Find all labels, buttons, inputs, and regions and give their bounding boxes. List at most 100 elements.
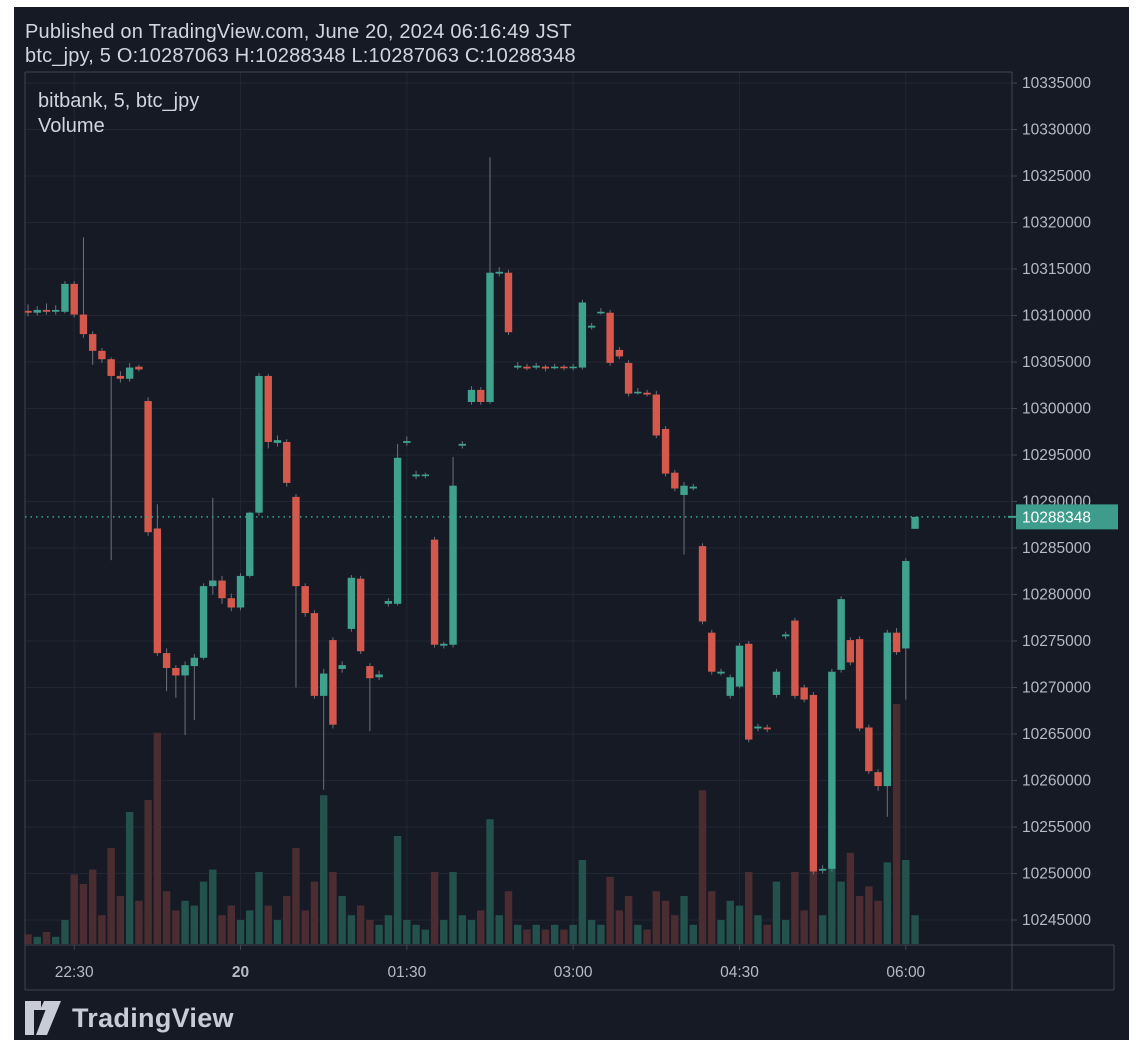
volume-bar xyxy=(255,872,263,944)
candle-body xyxy=(209,580,217,587)
candle-body xyxy=(550,366,559,369)
volume-bar xyxy=(310,881,319,944)
volume-legend[interactable]: Volume xyxy=(38,115,105,137)
chart-canvas: 10335000 10330000 10325000 10320000 10315000… xyxy=(14,7,1129,1040)
candle-body xyxy=(791,620,799,696)
price-tick-label: 10245000 xyxy=(1022,912,1091,929)
candle-body xyxy=(818,868,827,871)
candle-body xyxy=(329,640,337,725)
volume-bar xyxy=(366,920,374,944)
price-tick-label: 10275000 xyxy=(1022,633,1091,650)
current-price-label xyxy=(1016,504,1118,530)
volume-bar xyxy=(578,860,587,944)
price-tick-label: 10280000 xyxy=(1022,587,1091,604)
candle-body xyxy=(532,365,540,368)
volume-bar xyxy=(393,836,402,944)
volume-bar xyxy=(329,872,337,944)
volume-bar xyxy=(33,936,41,944)
volume-bar xyxy=(698,790,707,944)
time-axis[interactable]: 22:30 20 01:30 03:00 04:30 06:00 xyxy=(55,945,926,981)
candle-body xyxy=(310,613,319,696)
volume-bar xyxy=(190,905,199,944)
volume-bar xyxy=(338,896,346,944)
candle-body xyxy=(273,440,282,443)
candle-body xyxy=(347,577,356,629)
volume-bar xyxy=(708,891,716,944)
volume-bar xyxy=(467,920,476,944)
candle-body xyxy=(486,272,494,402)
volume-bar xyxy=(421,929,430,944)
volume-bar xyxy=(61,920,69,944)
candle-body xyxy=(514,365,522,368)
volume-bar xyxy=(264,905,272,944)
candle-body xyxy=(846,640,855,663)
price-chart[interactable]: 10335000 10330000 10325000 10320000 10315000… xyxy=(14,7,1129,1040)
volume-bar xyxy=(809,872,818,944)
candle-body xyxy=(98,350,106,360)
candle-body xyxy=(107,359,115,376)
candle-body xyxy=(717,671,725,674)
candle-body xyxy=(301,586,309,614)
candle-body xyxy=(911,516,919,529)
candle-body xyxy=(661,428,670,474)
volume-bar xyxy=(375,924,383,944)
volume-bar xyxy=(791,872,799,944)
volume-bar xyxy=(172,910,180,944)
candle-body xyxy=(42,309,51,312)
candle-body xyxy=(708,632,716,672)
candle-body xyxy=(144,401,152,533)
candle-body xyxy=(671,472,679,489)
candle-body xyxy=(541,366,550,369)
candle-body xyxy=(125,367,134,379)
candle-body xyxy=(615,349,624,357)
series-legend[interactable]: bitbank, 5, btc_jpy xyxy=(38,90,200,112)
volume-bar xyxy=(587,920,596,944)
candle-body xyxy=(283,441,291,483)
price-tick-label: 10335000 xyxy=(1022,75,1091,92)
volume-bar xyxy=(717,920,725,944)
candle-body xyxy=(865,727,873,772)
volume-bar xyxy=(319,795,328,944)
volume-bar xyxy=(892,704,901,944)
tradingview-logo[interactable]: TradingView xyxy=(24,1000,234,1036)
price-tick-label: 10270000 xyxy=(1022,680,1091,697)
volume-bar xyxy=(504,891,513,944)
volume-bar xyxy=(661,900,670,944)
candle-body xyxy=(403,441,411,443)
candle-body xyxy=(319,673,328,696)
candle-body xyxy=(172,667,180,676)
candle-body xyxy=(578,302,587,368)
candle-body xyxy=(246,512,254,576)
volume-bar xyxy=(403,920,411,944)
candle-body xyxy=(597,311,605,314)
candle-body xyxy=(458,443,466,446)
symbol-ohlc-line: btc_jpy, 5 O:10287063 H:10288348 L:10287… xyxy=(25,45,576,67)
candle-body xyxy=(587,325,596,328)
candle-body xyxy=(874,772,882,787)
price-axis[interactable]: 10335000 10330000 10325000 10320000 10315000… xyxy=(1008,75,1118,929)
candle-body xyxy=(88,334,97,351)
candle-body xyxy=(745,643,753,740)
axes xyxy=(24,71,1115,991)
candle-body xyxy=(606,312,614,363)
published-line: Published on TradingView.com, June 20, 2… xyxy=(25,21,572,43)
candle-body xyxy=(227,598,235,608)
candle-body xyxy=(79,314,88,335)
volume-bar xyxy=(597,924,605,944)
volume-bar xyxy=(837,881,845,944)
volume-bar xyxy=(218,915,226,944)
volume-bar xyxy=(412,924,420,944)
volume-bar xyxy=(652,891,661,944)
price-tick-label: 10310000 xyxy=(1022,308,1091,325)
candle-body xyxy=(255,375,263,513)
candle-body xyxy=(837,599,845,670)
volume-bar xyxy=(430,872,439,944)
price-tick-label: 10255000 xyxy=(1022,819,1091,836)
volume-bar xyxy=(689,924,697,944)
candle-body xyxy=(190,657,199,667)
volume-bar xyxy=(477,910,485,944)
candle-body xyxy=(116,375,125,379)
candle-body xyxy=(181,665,189,676)
time-tick-label: 01:30 xyxy=(387,964,426,981)
volume-bar xyxy=(135,900,143,944)
